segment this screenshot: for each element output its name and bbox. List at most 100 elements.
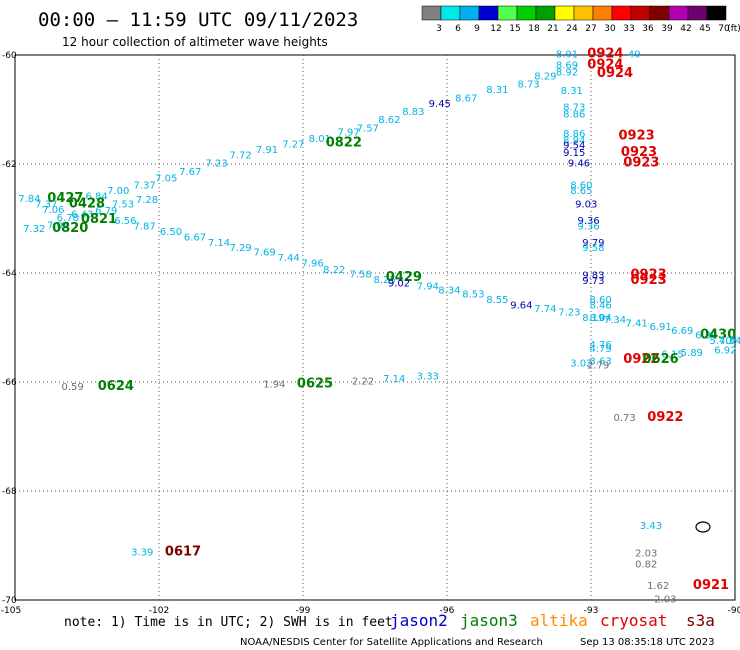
wave-height-label: 2.03 [635, 548, 657, 559]
wave-height-label: 8.86 [563, 129, 585, 140]
wave-height-label: 8.73 [563, 103, 585, 114]
wave-height-label: 3.33 [417, 371, 439, 382]
y-tick-label: -62 [2, 160, 17, 170]
wave-height-label: 7.69 [253, 248, 275, 259]
wave-height-label: 8.86 [563, 110, 585, 121]
colorbar-label: 30 [604, 24, 616, 34]
wave-height-label: 7.37 [133, 181, 155, 192]
wave-height-label: 7.23 [205, 159, 227, 170]
time-label: 0617 [165, 544, 201, 559]
colorbar-label: 70 [718, 24, 730, 34]
time-label: 0924 [587, 47, 623, 62]
satellite-altika: altika [530, 611, 588, 630]
wave-height-label: 9.64 [510, 300, 532, 311]
wave-height-label: 7.94 [417, 281, 439, 292]
wave-height-label: 7.58 [349, 269, 371, 280]
wave-height-label: 7.34 [604, 315, 626, 326]
tick-labels: -105 -102 -99 -96 -93 -90 -60 -62 -64 -66 -68 -70 [1, 51, 740, 616]
colorbar-swatch [459, 5, 480, 21]
colorbar-swatch [497, 5, 518, 21]
colorbar-label: 24 [566, 24, 578, 34]
wave-height-label: 8.69 [556, 61, 578, 72]
colorbar-label: 42 [680, 24, 691, 34]
wave-height-label: 9.02 [388, 279, 410, 290]
wave-height-label: 0.59 [61, 382, 83, 393]
satellite-jason3: jason3 [460, 611, 518, 630]
wave-height-label: 9.15 [563, 148, 585, 159]
colorbar-swatch [478, 5, 499, 21]
wave-height-label: 7.96 [301, 258, 323, 269]
y-tick-label: -66 [2, 378, 17, 388]
chart-subtitle: 12 hour collection of altimeter wave hei… [62, 35, 328, 49]
wave-height-label: 7.41 [625, 318, 647, 329]
colorbar-swatch [649, 5, 670, 21]
colorbar-label: 15 [509, 24, 520, 34]
wave-height-label: 6.91 [649, 322, 671, 333]
colorbar-swatch [421, 5, 442, 21]
colorbar: 3 6 9 12 15 18 21 24 27 30 33 36 39 42 45 70(ft) [421, 5, 740, 34]
time-label: 0430 [700, 327, 736, 342]
wave-height-label: 3.43 [640, 521, 662, 532]
colorbar-label: 18 [528, 24, 540, 34]
wave-height-label: 7.27 [282, 140, 304, 151]
time-label: 0924 [587, 58, 623, 73]
wave-height-label: 3.02 [570, 359, 592, 370]
wave-height-label: 3.63 [589, 357, 611, 368]
wave-height-label: 6.79 [95, 206, 117, 217]
wave-height-label: 8.19 [582, 313, 604, 324]
wave-height-label: 7.72 [229, 151, 251, 162]
y-tick-label: -64 [2, 269, 17, 279]
time-label: 0820 [52, 221, 88, 236]
wave-height-label: 8.25 [373, 275, 395, 286]
satellite-cryosat: cryosat [600, 611, 667, 630]
colorbar-label: 12 [490, 24, 501, 34]
wave-height-label: 9.36 [577, 216, 599, 227]
wave-height-label: 6.56 [114, 216, 136, 227]
wave-height-label: 6 [729, 335, 735, 346]
wave-height-label: 8.01 [309, 134, 331, 145]
wave-height-label: 7.97 [337, 128, 359, 139]
wave-height-label: 8.60 [589, 295, 611, 306]
wave-height-label: 6.84 [85, 191, 107, 202]
wave-height-label: 5.89 [681, 348, 703, 359]
colorbar-unit: (ft) [727, 24, 740, 34]
wave-height-label: 8.34 [438, 286, 460, 297]
wave-height-label: 7.57 [357, 123, 379, 134]
wave-height-label: 8.46 [589, 300, 611, 311]
chart-title: 00:00 – 11:59 UTC 09/11/2023 [38, 9, 358, 31]
wave-height-label: 7.37 [35, 200, 57, 211]
wave-height-label: 8.29 [534, 72, 556, 83]
time-label: 0923 [619, 128, 655, 143]
wave-height-label: 7.29 [229, 243, 251, 254]
island-outline [695, 521, 711, 533]
wave-height-label: 6.67 [184, 232, 206, 243]
time-label: 0922 [623, 352, 659, 367]
colorbar-swatch [440, 5, 461, 21]
colorbar-swatch [573, 5, 594, 21]
wave-height-label: 7.14 [383, 374, 405, 385]
plot-frame [14, 54, 736, 601]
wave-height-label: 7.05 [155, 173, 177, 184]
wave-height-label: 3.39 [131, 547, 153, 558]
wave-height-label: 9.58 [582, 243, 604, 254]
wave-height-label: 7.00 [107, 186, 129, 197]
wave-height-label: 7.14 [208, 238, 230, 249]
wave-height-label: 7.34 [719, 336, 740, 347]
time-label: 0626 [643, 352, 679, 367]
x-tick-label: -96 [440, 606, 455, 616]
wave-height-label: 8.31 [486, 85, 508, 96]
colorbar-swatch [668, 5, 689, 21]
wave-height-label: 8.31 [561, 86, 583, 97]
colorbar-label: 39 [661, 24, 673, 34]
footer-credit: NOAA/NESDIS Center for Satellite Applica… [240, 637, 543, 648]
time-label: 0822 [326, 136, 362, 151]
colorbar-label: 36 [642, 24, 654, 34]
wave-height-label: 9.03 [575, 200, 597, 211]
wave-height-label: 7.87 [133, 221, 155, 232]
wave-height-label: 8.67 [455, 93, 477, 104]
colorbar-label: 3 [436, 24, 442, 34]
wave-height-label: 8.62 [378, 115, 400, 126]
colorbar-label: 6 [455, 24, 461, 34]
wave-height-label: 9.79 [582, 238, 604, 249]
